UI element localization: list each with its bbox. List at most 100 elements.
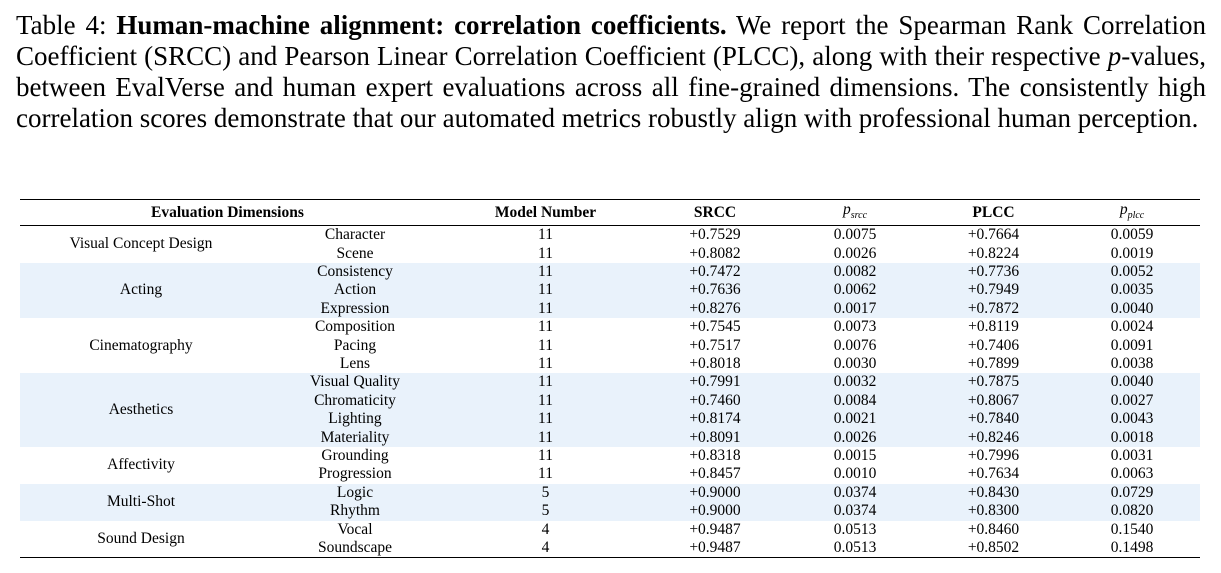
table-header-rule bbox=[20, 225, 1200, 227]
header-p-plcc-sub: plcc bbox=[1127, 210, 1145, 222]
dimension-group-cell: Sound Design bbox=[97, 529, 185, 547]
model-number-cell: 11 bbox=[448, 262, 643, 282]
p-srcc-cell: 0.0513 bbox=[833, 539, 877, 556]
table-row: Expression 11 +0.8276 0.0017 +0.7872 0.0040 bbox=[20, 299, 1200, 319]
srcc-cell: +0.7517 bbox=[689, 336, 741, 354]
plcc-cell: +0.8067 bbox=[923, 391, 1064, 411]
model-number-cell: 5 bbox=[448, 502, 643, 521]
p-plcc-cell: 0.0820 bbox=[1064, 502, 1200, 521]
table-row: Affectivity Grounding 11 +0.8318 0.0015 +0.79… bbox=[20, 446, 1200, 473]
model-number-cell: 11 bbox=[448, 428, 643, 447]
p-srcc-cell: 0.0017 bbox=[787, 299, 923, 319]
model-number-cell: 11 bbox=[538, 465, 553, 483]
table-row: Scene 11 +0.8082 0.0026 +0.8224 0.0019 bbox=[20, 245, 1200, 263]
srcc-cell: +0.8018 bbox=[689, 354, 741, 372]
p-plcc-cell: 0.0038 bbox=[1110, 354, 1154, 372]
table-row: Action 11 +0.7636 0.0062 +0.7949 0.0035 bbox=[20, 281, 1200, 300]
dimension-group-cell: Aesthetics bbox=[20, 373, 262, 447]
table-row: Chromaticity 11 +0.7460 0.0084 +0.8067 0.0027 bbox=[20, 391, 1200, 411]
p-srcc-cell: 0.0026 bbox=[787, 428, 923, 447]
model-number-cell: 11 bbox=[538, 354, 553, 372]
p-srcc-cell: 0.0026 bbox=[833, 244, 877, 262]
table-row: Pacing 11 +0.7517 0.0076 +0.7406 0.0091 bbox=[20, 337, 1200, 355]
srcc-cell: +0.8091 bbox=[643, 428, 787, 447]
sub-dimension-cell: Scene bbox=[336, 244, 374, 262]
plcc-cell: +0.8246 bbox=[923, 428, 1064, 447]
plcc-cell: +0.7949 bbox=[923, 281, 1064, 300]
p-srcc-cell: 0.0015 bbox=[833, 446, 877, 464]
p-srcc-cell: 0.0010 bbox=[833, 465, 877, 483]
p-plcc-cell: 0.1540 bbox=[1110, 520, 1154, 538]
plcc-cell: +0.7872 bbox=[923, 299, 1064, 319]
sub-dimension-cell: Logic bbox=[262, 483, 448, 503]
sub-dimension-cell: Materiality bbox=[262, 428, 448, 447]
header-model-number: Model Number bbox=[494, 204, 597, 222]
dimension-group-cell: Visual Concept Design bbox=[69, 235, 213, 253]
table-row: Sound Design Vocal 4 +0.9487 0.0513 +0.8460 0.… bbox=[20, 520, 1200, 547]
plcc-cell: +0.7406 bbox=[967, 336, 1020, 354]
model-number-cell: 11 bbox=[448, 373, 643, 392]
sub-dimension-cell: Pacing bbox=[333, 336, 377, 354]
model-number-cell: 5 bbox=[448, 483, 643, 503]
srcc-cell: +0.7460 bbox=[643, 391, 787, 411]
p-plcc-cell: 0.0040 bbox=[1064, 373, 1200, 392]
sub-dimension-cell: Progression bbox=[318, 465, 392, 483]
srcc-cell: +0.7545 bbox=[689, 318, 741, 336]
header-p-srcc-sub: srcc bbox=[850, 210, 868, 222]
p-plcc-cell: 0.0031 bbox=[1110, 446, 1154, 464]
model-number-cell: 11 bbox=[538, 336, 553, 354]
table-header-row: Evaluation Dimensions Model Number SRCC … bbox=[20, 200, 1200, 225]
table-body: Visual Concept Design Character 11 +0.7529 0… bbox=[20, 226, 1200, 557]
p-srcc-cell: 0.0082 bbox=[787, 262, 923, 282]
p-plcc-cell: 0.0043 bbox=[1064, 410, 1200, 429]
caption-p-symbol: p bbox=[1107, 41, 1122, 71]
header-p-srcc-base: p bbox=[842, 201, 851, 218]
plcc-cell: +0.7899 bbox=[967, 354, 1020, 372]
header-srcc: SRCC bbox=[693, 204, 737, 222]
plcc-cell: +0.7996 bbox=[967, 446, 1020, 464]
srcc-cell: +0.9000 bbox=[643, 502, 787, 521]
sub-dimension-cell: Lighting bbox=[262, 410, 448, 429]
table-row: Multi-Shot Logic 5 +0.9000 0.0374 +0.8430 0.07… bbox=[20, 483, 1200, 521]
header-p-plcc: pplcc bbox=[1064, 200, 1200, 225]
plcc-cell: +0.8502 bbox=[967, 539, 1020, 556]
table-top-rule bbox=[20, 199, 1200, 200]
p-plcc-cell: 0.0018 bbox=[1064, 428, 1200, 447]
caption-text-1: We report the Spearman Rank Correlation … bbox=[16, 10, 1207, 71]
sub-dimension-cell: Chromaticity bbox=[262, 391, 448, 411]
table-row: Progression 11 +0.8457 0.0010 +0.7634 0.0063 bbox=[20, 465, 1200, 483]
p-srcc-cell: 0.0030 bbox=[833, 354, 877, 372]
p-srcc-cell: 0.0032 bbox=[787, 373, 923, 392]
table-row: Visual Concept Design Character 11 +0.7529 0… bbox=[20, 226, 1200, 252]
p-plcc-cell: 0.0059 bbox=[1110, 226, 1154, 244]
plcc-cell: +0.7840 bbox=[923, 410, 1064, 429]
p-srcc-cell: 0.0084 bbox=[787, 391, 923, 411]
p-plcc-cell: 0.0052 bbox=[1064, 262, 1200, 282]
header-plcc: PLCC bbox=[972, 204, 1015, 222]
p-srcc-cell: 0.0076 bbox=[833, 336, 877, 354]
table-row: Acting Consistency 11 +0.7472 0.0082 +0.7736 0… bbox=[20, 262, 1200, 319]
dimension-group-cell: Acting bbox=[20, 262, 262, 319]
header-p-srcc: psrcc bbox=[787, 200, 923, 225]
model-number-cell: 11 bbox=[538, 244, 553, 262]
p-srcc-cell: 0.0075 bbox=[833, 226, 877, 244]
sub-dimension-cell: Lens bbox=[339, 354, 371, 372]
p-plcc-cell: 0.0019 bbox=[1110, 244, 1154, 262]
srcc-cell: +0.7991 bbox=[643, 373, 787, 392]
srcc-cell: +0.7472 bbox=[643, 262, 787, 282]
model-number-cell: 11 bbox=[448, 391, 643, 411]
table-row: Lighting 11 +0.8174 0.0021 +0.7840 0.0043 bbox=[20, 410, 1200, 429]
table-row: Lens 11 +0.8018 0.0030 +0.7899 0.0038 bbox=[20, 355, 1200, 373]
table-bottom-rule bbox=[20, 557, 1200, 559]
caption-text-2: -values, between EvalVerse and human exp… bbox=[16, 41, 1206, 133]
p-srcc-cell: 0.0374 bbox=[787, 502, 923, 521]
sub-dimension-cell: Action bbox=[262, 281, 448, 300]
dimension-group-cell: Cinematography bbox=[89, 336, 193, 354]
table-row: Cinematography Composition 11 +0.7545 0.0073… bbox=[20, 318, 1200, 353]
table-row: Aesthetics Visual Quality 11 +0.7991 0.0032 +… bbox=[20, 373, 1200, 447]
srcc-cell: +0.8457 bbox=[689, 465, 741, 483]
caption-label: Table 4: bbox=[16, 10, 107, 40]
srcc-cell: +0.8276 bbox=[643, 299, 787, 319]
plcc-cell: +0.7634 bbox=[967, 465, 1020, 483]
model-number-cell: 11 bbox=[538, 226, 553, 244]
